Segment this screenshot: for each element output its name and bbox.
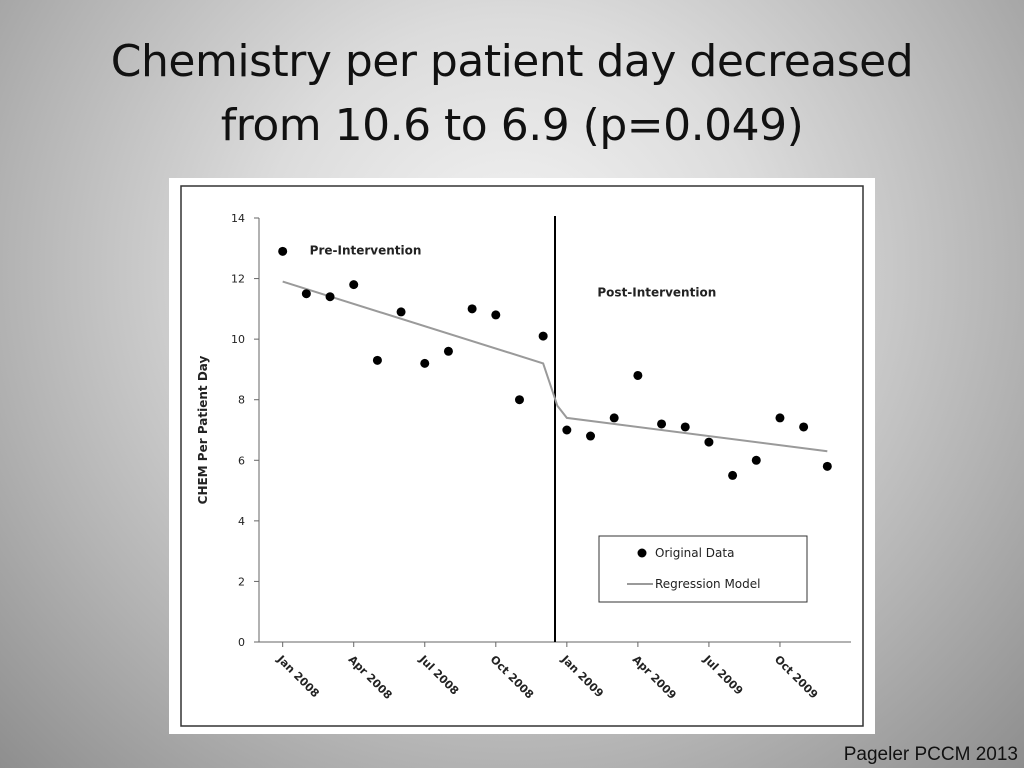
y-tick-label: 14 — [231, 212, 245, 225]
data-point — [657, 419, 667, 429]
data-point — [491, 310, 501, 320]
slide-title: Chemistry per patient day decreased from… — [0, 30, 1024, 158]
y-tick-label: 10 — [231, 333, 245, 346]
x-tick-label: Oct 2008 — [488, 653, 536, 701]
data-point — [751, 455, 761, 465]
title-line-2: from 10.6 to 6.9 (p=0.049) — [220, 100, 804, 151]
data-point — [609, 413, 619, 423]
scatter-chart: 0 2 4 6 8 10 12 14 CHEM Per Patient Day Jan 2008 A… — [180, 185, 864, 727]
y-tick-label: 12 — [231, 273, 245, 286]
chart-marks: Pre-Intervention Post-Intervention — [278, 216, 832, 642]
x-tick-label: Apr 2008 — [346, 653, 395, 702]
legend: Original Data Regression Model — [598, 535, 808, 603]
title-line-1: Chemistry per patient day decreased — [110, 36, 914, 87]
data-point — [325, 292, 335, 302]
post-intervention-label: Post-Intervention — [597, 286, 716, 300]
data-point — [586, 431, 596, 441]
legend-label-regression-model: Regression Model — [655, 577, 760, 591]
citation: Pageler PCCM 2013 — [843, 744, 1018, 765]
chart-panel: 0 2 4 6 8 10 12 14 CHEM Per Patient Day Jan 2008 A… — [169, 178, 875, 734]
x-tick-label: Apr 2009 — [630, 653, 679, 702]
y-tick-label: 2 — [238, 575, 245, 588]
legend-label-original-data: Original Data — [655, 546, 734, 560]
x-tick-label: Jan 2008 — [274, 652, 322, 700]
legend-point-marker — [637, 548, 647, 558]
chart-frame — [180, 185, 864, 727]
data-point — [799, 422, 809, 432]
x-tick-label: Jan 2009 — [558, 652, 606, 700]
y-tick-label: 0 — [238, 636, 245, 649]
data-point — [349, 280, 359, 290]
pre-intervention-label: Pre-Intervention — [310, 243, 422, 257]
y-tick-label: 8 — [238, 394, 245, 407]
data-point — [467, 304, 477, 314]
data-point — [822, 461, 832, 471]
data-point — [301, 289, 311, 299]
data-point — [514, 395, 524, 405]
data-point — [420, 358, 430, 368]
regression-line — [282, 280, 828, 453]
data-point — [278, 246, 288, 256]
data-point — [633, 370, 643, 380]
x-tick-label: Jul 2009 — [700, 652, 745, 697]
y-axis-label: CHEM Per Patient Day — [196, 355, 210, 504]
data-point — [775, 413, 785, 423]
data-point — [372, 355, 382, 365]
y-tick-label: 6 — [238, 454, 245, 467]
x-tick-label: Oct 2009 — [772, 653, 820, 701]
y-tick-label: 4 — [238, 515, 245, 528]
axes: 0 2 4 6 8 10 12 14 CHEM Per Patient Day Jan 2008 A… — [180, 185, 864, 727]
x-tick-label: Jul 2008 — [416, 652, 461, 697]
data-point — [443, 346, 453, 356]
data-point — [704, 437, 714, 447]
data-point — [562, 425, 572, 435]
data-point — [680, 422, 690, 432]
legend-box — [598, 535, 808, 603]
data-point — [538, 331, 548, 341]
data-point — [728, 470, 738, 480]
data-point — [396, 307, 406, 317]
